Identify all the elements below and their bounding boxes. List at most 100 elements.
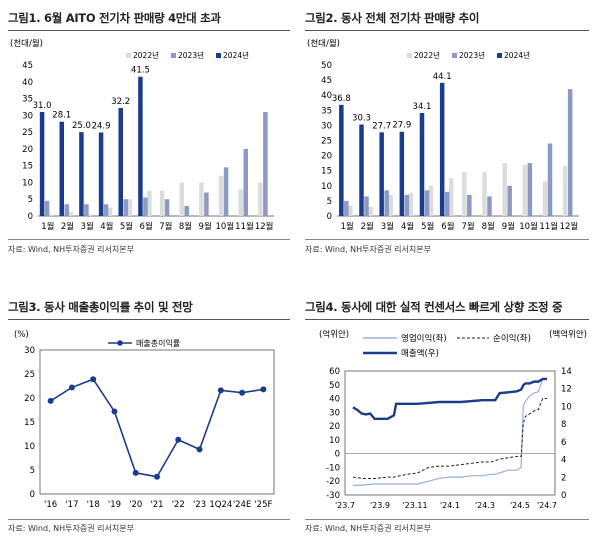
panel-2: 그림2. 동사 전체 전기차 판매량 추이 (천대/월) 0 5 10 15 20 25 30… [305,8,589,258]
legend-label: 2024년 [504,50,530,60]
x-tick-label: 7월 [159,221,172,232]
y-tick-label: 45 [22,61,33,71]
legend-label: 2023년 [459,50,485,60]
x-tick-label: '23.11 [402,501,427,510]
y-tick-label-right: 4 [561,456,566,466]
x-tick-label: '20 [129,500,142,510]
legend-swatch [497,53,502,58]
legend-label: 영업이익(좌) [401,333,447,344]
y-tick-label-left: -10 [326,463,340,473]
y-tick-label: 50 [321,61,332,71]
source-note: 자료: Wind, NH투자증권 리서치본부 [305,245,431,254]
bar-2023년 [467,194,472,216]
y-tick-label: 30 [321,121,332,131]
y-tick-label: 25 [22,128,33,138]
legend-swatch [452,53,457,58]
unit-label: (천대/월) [10,38,43,49]
bar-2024년 [138,76,143,216]
legend-label: 2022년 [414,50,440,60]
y-tick-label: 15 [22,162,33,172]
bar-2022년 [522,164,528,216]
bar-2022년 [482,172,487,216]
bar-2023년 [243,148,248,216]
y-tick-label: 15 [24,418,35,428]
bar-2024년 [359,124,364,216]
data-label: 36.8 [332,94,351,104]
y-tick-label: 10 [321,182,332,192]
data-point [154,473,160,480]
x-tick-label: 3월 [381,221,394,232]
legend-label: 순이익(좌) [493,333,531,344]
data-point [175,436,182,443]
x-tick-label: 10월 [519,221,538,232]
x-tick-label: 5월 [421,221,434,232]
bar-2023년 [263,111,268,216]
bar-2022년 [179,182,184,216]
y-tick-label-right: 6 [561,438,566,448]
data-label: 27.7 [372,121,391,131]
title-rule [305,30,589,31]
legend-label: 매출액(우) [401,348,439,359]
bar-2022년 [88,214,93,216]
y-tick-label: 25 [24,370,35,380]
legend-label: 2022년 [133,50,159,60]
source-note: 자료: Wind, NH투자증권 리서치본부 [8,524,134,533]
bar-2023년 [444,191,450,216]
bar-2023년 [527,163,533,216]
y-tick-label: 35 [22,95,33,105]
bar-2022년 [218,175,224,216]
x-tick-label: 6월 [140,221,153,232]
bar-2022년 [562,166,568,216]
bar-2023년 [204,192,209,216]
data-label: 34.1 [413,102,432,112]
bar-2022년 [408,193,414,216]
bar-2022년 [462,172,467,216]
y-tick-label-right: 8 [561,420,566,430]
unit-label-right: (백억위안) [549,329,587,340]
bottom-rule [305,519,589,520]
data-point [132,469,139,476]
x-tick-label: '24.3 [475,501,495,510]
bar-2022년 [107,207,113,216]
bar-2023년 [404,194,410,216]
x-tick-label: 7월 [461,221,474,232]
legend-swatch [171,53,176,58]
source-note: 자료: Wind, NH투자증권 리서치본부 [8,245,134,254]
source-note: 자료: Wind, NH투자증권 리서치본부 [305,524,431,533]
y-tick-label: 25 [321,137,332,147]
y-tick-label: 15 [321,167,332,177]
data-label: 28.1 [52,111,71,121]
title-rule [8,30,290,31]
bar-2024년 [399,131,405,216]
x-tick-label: 10월 [216,221,235,232]
x-tick-label: 9월 [502,221,515,232]
bar-2024년 [39,111,45,216]
data-point [217,387,224,394]
x-tick-label: 1월 [41,221,54,232]
unit-label: (천대/월) [307,38,340,49]
bar-2023년 [123,199,128,216]
bar-2024년 [419,113,425,216]
title-rule [8,319,290,320]
panel-3: 그림3. 동사 매출총이익률 추이 및 전망 (%) 0 5 10 15 20 25 30 '1… [8,297,290,535]
bar-2024년 [59,121,64,216]
y-tick-label-left: 60 [329,367,340,377]
y-tick-label: 30 [22,111,33,121]
y-tick-label-right: 14 [561,367,572,377]
x-tick-label: '23.9 [370,501,390,510]
bar-2022년 [238,189,243,216]
data-label: 44.1 [433,72,452,82]
y-tick-label-right: 0 [561,491,566,501]
bar-2023년 [184,205,189,216]
legend-label: 2023년 [178,50,204,60]
bar-2023년 [64,204,69,216]
panel-title: 그림4. 동사에 대한 실적 컨센서스 빠르게 상향 조정 중 [305,300,563,314]
bar-2024년 [79,132,84,216]
bar-2022년 [388,194,393,216]
x-tick-label: '17 [65,500,78,510]
x-tick-label: 3월 [81,221,94,232]
bar-2022년 [48,214,54,216]
series-line-순이익(좌) [352,398,547,479]
bottom-rule [8,519,290,520]
y-tick-label: 5 [30,466,35,476]
